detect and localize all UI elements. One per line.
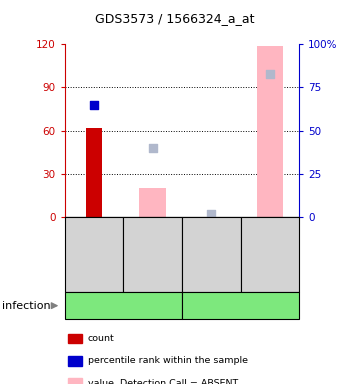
Bar	[257, 46, 283, 217]
Text: C. pneumonia: C. pneumonia	[87, 301, 160, 311]
Point	[267, 70, 273, 76]
Text: percentile rank within the sample: percentile rank within the sample	[88, 356, 248, 366]
Text: GDS3573 / 1566324_a_at: GDS3573 / 1566324_a_at	[95, 12, 255, 25]
Text: GSM321605: GSM321605	[206, 225, 216, 284]
Text: GSM321607: GSM321607	[89, 225, 99, 284]
Point	[150, 145, 155, 151]
Text: control: control	[223, 301, 259, 311]
Point	[209, 211, 214, 217]
Text: infection: infection	[2, 301, 50, 311]
Bar	[86, 127, 102, 217]
Text: GSM321606: GSM321606	[265, 225, 275, 284]
Bar	[140, 188, 166, 217]
Point	[91, 101, 97, 108]
Text: count: count	[88, 334, 114, 343]
Text: value, Detection Call = ABSENT: value, Detection Call = ABSENT	[88, 379, 238, 384]
Text: GSM321608: GSM321608	[148, 225, 158, 284]
